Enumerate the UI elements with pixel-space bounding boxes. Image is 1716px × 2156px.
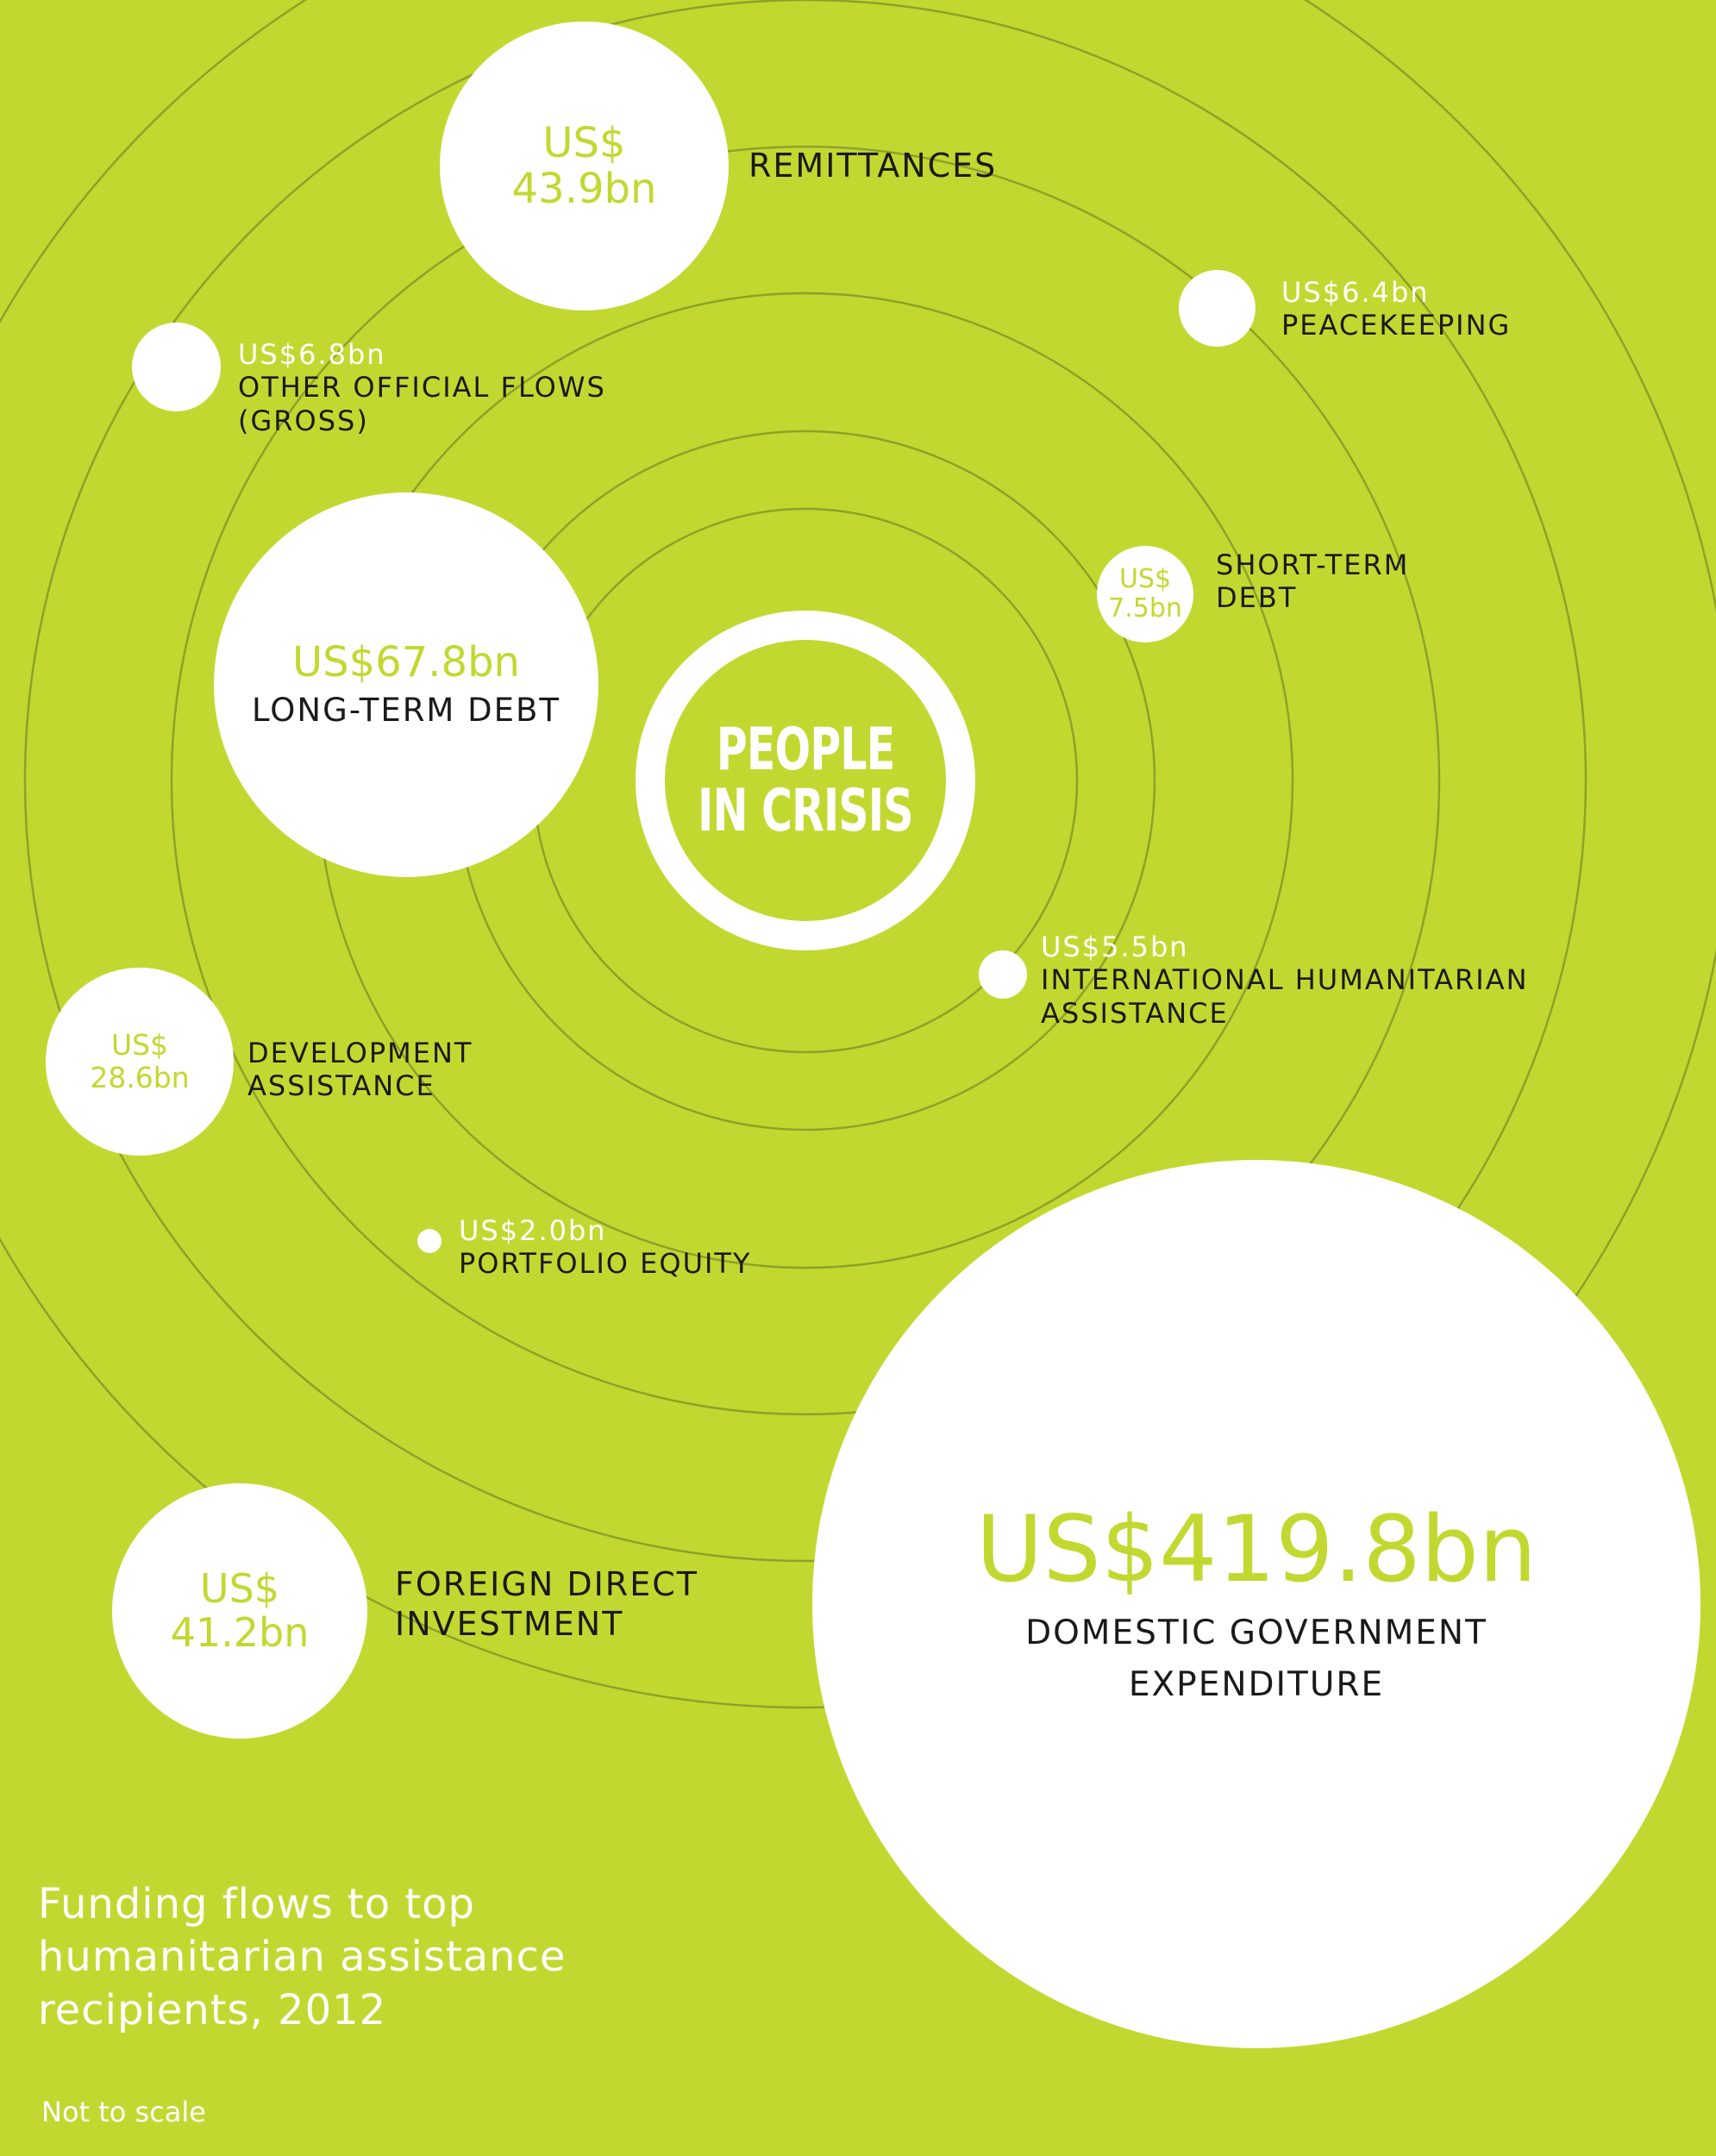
development-assistance-amount-line1: US$ bbox=[110, 1028, 169, 1062]
international-humanitarian-assistance-amount: US$5.5bn bbox=[1041, 931, 1189, 963]
infographic-title: Funding flows to top humanitarian assist… bbox=[38, 1878, 567, 2037]
other-official-flows-label-line1: OTHER OFFICIAL FLOWS bbox=[238, 371, 606, 404]
development-assistance-label-line2: ASSISTANCE bbox=[247, 1069, 435, 1103]
other-official-flows-bubble bbox=[132, 323, 221, 411]
peacekeeping-label: PEACEKEEPING bbox=[1281, 309, 1512, 342]
portfolio-equity-label-group: US$2.0bn PORTFOLIO EQUITY bbox=[459, 1214, 752, 1281]
portfolio-equity-amount: US$2.0bn bbox=[459, 1214, 607, 1247]
remittances-amount-line2: 43.9bn bbox=[511, 164, 657, 213]
domestic-government-expenditure-amount: US$419.8bn bbox=[975, 1495, 1538, 1602]
remittances-bubble: US$ 43.9bn bbox=[440, 22, 729, 310]
short-term-debt-label-line1: SHORT-TERM bbox=[1216, 548, 1410, 581]
domestic-government-expenditure-bubble: US$419.8bn DOMESTIC GOVERNMENT EXPENDITU… bbox=[812, 1160, 1700, 2048]
title-line1: Funding flows to top bbox=[38, 1880, 476, 1928]
long-term-debt-bubble: US$67.8bn LONG-TERM DEBT bbox=[214, 492, 598, 877]
foreign-direct-investment-label-group: FOREIGN DIRECT INVESTMENT bbox=[395, 1565, 698, 1644]
orbit-ring bbox=[24, 0, 1587, 1562]
long-term-debt-amount: US$67.8bn bbox=[292, 638, 520, 687]
people-in-crisis-ring: PEOPLE IN CRISIS bbox=[636, 611, 975, 950]
development-assistance-label-line1: DEVELOPMENT bbox=[247, 1037, 473, 1069]
development-assistance-label-group: DEVELOPMENT ASSISTANCE bbox=[247, 1037, 473, 1103]
center-label-line2: IN CRISIS bbox=[698, 777, 913, 845]
short-term-debt-bubble: US$ 7.5bn bbox=[1097, 546, 1193, 642]
foreign-direct-investment-label-line1: FOREIGN DIRECT bbox=[395, 1565, 698, 1603]
orbit-ring bbox=[170, 145, 1441, 1416]
peacekeeping-label-group: US$6.4bn PEACEKEEPING bbox=[1281, 276, 1511, 342]
peacekeeping-bubble bbox=[1179, 270, 1256, 347]
title-line2: humanitarian assistance bbox=[38, 1933, 567, 1982]
international-humanitarian-assistance-label-group: US$5.5bn INTERNATIONAL HUMANITARIAN ASSI… bbox=[1041, 931, 1529, 1030]
other-official-flows-label-group: US$6.8bn OTHER OFFICIAL FLOWS (GROSS) bbox=[238, 338, 606, 437]
remittances-label: REMITTANCES bbox=[748, 147, 998, 185]
foreign-direct-investment-amount-line1: US$ bbox=[199, 1565, 280, 1613]
title-line3: recipients, 2012 bbox=[38, 1985, 387, 2034]
development-assistance-bubble: US$ 28.6bn bbox=[46, 968, 234, 1156]
peacekeeping-amount: US$6.4bn bbox=[1281, 276, 1430, 309]
foreign-direct-investment-bubble: US$ 41.2bn bbox=[112, 1483, 367, 1739]
scale-note: Not to scale bbox=[41, 2096, 206, 2128]
international-humanitarian-assistance-label-line2: ASSISTANCE bbox=[1041, 996, 1229, 1030]
foreign-direct-investment-label-line2: INVESTMENT bbox=[395, 1604, 624, 1643]
other-official-flows-label-line2: (GROSS) bbox=[238, 404, 369, 437]
international-humanitarian-assistance-label-line1: INTERNATIONAL HUMANITARIAN bbox=[1041, 963, 1529, 997]
domestic-government-expenditure-label-line1: DOMESTIC GOVERNMENT bbox=[1025, 1613, 1487, 1652]
domestic-government-expenditure-label-line2: EXPENDITURE bbox=[1128, 1664, 1385, 1704]
orbit-ring bbox=[0, 0, 1716, 1708]
remittances-amount-line1: US$ bbox=[542, 118, 626, 167]
short-term-debt-amount-line1: US$ bbox=[1118, 563, 1172, 594]
short-term-debt-label-line2: DEBT bbox=[1216, 581, 1298, 615]
portfolio-equity-label: PORTFOLIO EQUITY bbox=[459, 1247, 752, 1281]
foreign-direct-investment-amount-line2: 41.2bn bbox=[170, 1609, 310, 1656]
center-label-line1: PEOPLE bbox=[716, 715, 895, 784]
short-term-debt-amount-line2: 7.5bn bbox=[1108, 593, 1182, 624]
short-term-debt-label-group: SHORT-TERM DEBT bbox=[1216, 548, 1409, 615]
development-assistance-amount-line2: 28.6bn bbox=[90, 1061, 190, 1094]
other-official-flows-amount: US$6.8bn bbox=[238, 338, 386, 371]
international-humanitarian-assistance-bubble bbox=[979, 950, 1027, 999]
long-term-debt-label: LONG-TERM DEBT bbox=[252, 692, 561, 730]
portfolio-equity-bubble bbox=[417, 1229, 442, 1253]
